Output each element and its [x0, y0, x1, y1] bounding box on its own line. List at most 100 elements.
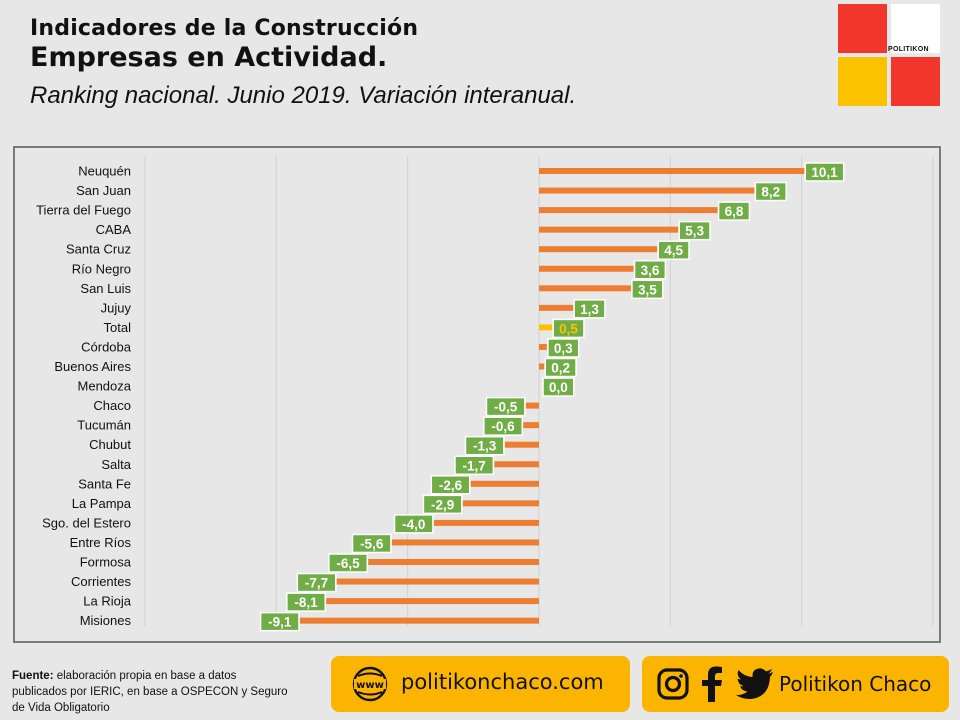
category-label: La Rioja: [83, 594, 131, 609]
category-label: Tierra del Fuego: [36, 203, 131, 218]
data-label-box: [542, 377, 575, 397]
category-label: La Pampa: [72, 496, 132, 511]
facebook-icon[interactable]: [700, 665, 724, 703]
social-banner[interactable]: Politikon Chaco: [642, 656, 949, 712]
ranking-bar-chart: Neuquén 10,1 San Juan 8,2 Tierra del Fuego 6,…: [36, 156, 934, 632]
data-label-box: [573, 299, 606, 319]
data-label-box: [422, 494, 463, 515]
data-label-box: [717, 201, 751, 221]
bar: [539, 343, 547, 350]
title-line-2: Empresas en Actividad.: [30, 42, 388, 73]
data-label: -2,9: [431, 497, 454, 512]
data-label: 0,3: [554, 341, 573, 356]
website-text[interactable]: politikonchaco.com: [401, 670, 604, 694]
category-label: San Luis: [80, 281, 131, 296]
data-label-box: [286, 592, 326, 612]
bar: [504, 441, 539, 448]
logo-yellow-square: [838, 57, 887, 106]
data-label: -1,3: [473, 439, 497, 454]
bar: [336, 578, 539, 585]
category-label: Sgo. del Estero: [42, 515, 131, 530]
instagram-icon[interactable]: [656, 667, 690, 701]
globe-www-icon: www: [352, 666, 388, 702]
category-label: Buenos Aires: [54, 359, 131, 374]
data-label-box: [454, 455, 495, 475]
data-label-box: [351, 533, 392, 554]
bar: [539, 363, 545, 370]
data-label-box: [393, 514, 434, 534]
data-label: 1,3: [580, 302, 599, 317]
bar: [523, 422, 539, 429]
category-label: Santa Fe: [78, 476, 131, 491]
data-label: 0,5: [559, 321, 578, 336]
category-label: Córdoba: [81, 339, 132, 354]
data-label-box: [464, 435, 505, 456]
data-label-box: [633, 260, 667, 280]
bar: [391, 539, 539, 546]
bar: [539, 265, 634, 272]
bar: [326, 598, 539, 605]
data-label: -5,6: [360, 536, 384, 551]
category-label: CABA: [96, 222, 132, 237]
data-label-box: [259, 611, 300, 632]
data-label: -9,1: [268, 615, 292, 630]
twitter-icon[interactable]: [735, 667, 775, 701]
data-label-box: [296, 572, 337, 593]
bar: [539, 226, 679, 233]
data-label-box: [483, 416, 523, 436]
data-label-box: [544, 357, 577, 378]
data-label-box: [328, 553, 369, 573]
title-line-1: Indicadores de la Construcción: [30, 16, 419, 41]
data-label: 4,5: [664, 243, 683, 258]
data-label: -7,7: [305, 576, 328, 591]
data-label: 6,8: [725, 204, 744, 219]
bar: [470, 480, 539, 487]
data-label-box: [754, 181, 787, 202]
data-label: -6,5: [336, 556, 360, 571]
data-label-box: [430, 475, 471, 495]
data-label: -0,6: [491, 419, 515, 434]
data-label-box: [485, 396, 526, 417]
svg-text:www: www: [356, 680, 384, 691]
data-label-box: [552, 318, 585, 339]
category-label: San Juan: [76, 183, 131, 198]
data-label: 8,2: [761, 185, 780, 200]
category-label: Mendoza: [78, 379, 132, 394]
politikon-logo: POLITIKON: [838, 4, 942, 108]
data-label: 0,2: [551, 361, 570, 376]
logo-red-square: [838, 4, 887, 53]
data-label: -1,7: [463, 458, 486, 473]
category-label: Misiones: [80, 613, 132, 628]
bar: [462, 500, 539, 507]
bar: [539, 168, 805, 174]
data-label-box: [678, 220, 711, 241]
category-label: Salta: [101, 457, 131, 472]
category-label: Corrientes: [71, 574, 131, 589]
logo-red-square-2: [891, 57, 940, 106]
data-label-box: [804, 162, 845, 182]
social-handle-text[interactable]: Politikon Chaco: [779, 672, 932, 696]
bar: [539, 207, 718, 214]
bar: [539, 246, 658, 253]
data-label: 10,1: [811, 165, 838, 180]
bar: [368, 559, 539, 565]
data-label: 5,3: [685, 224, 704, 239]
data-label: 0,0: [549, 380, 568, 395]
bar: [539, 187, 755, 194]
bar: [494, 461, 539, 468]
bar: [433, 519, 539, 526]
category-label: Neuquén: [78, 164, 131, 179]
source-label: Fuente:: [12, 670, 54, 682]
logo-brand-text: POLITIKON: [888, 46, 929, 53]
logo-white-square: [891, 4, 940, 53]
source-text: elaboración propia en base a datos publi…: [12, 670, 288, 714]
bar: [525, 402, 539, 409]
data-label: -2,6: [439, 478, 463, 493]
data-label-box: [657, 240, 690, 260]
category-label: Chaco: [93, 398, 131, 413]
category-label: Tucumán: [77, 418, 131, 433]
data-label: -0,5: [494, 400, 518, 415]
category-label: Entre Ríos: [70, 535, 132, 550]
category-label: Total: [104, 320, 132, 335]
website-banner[interactable]: www politikonchaco.com: [331, 656, 630, 712]
